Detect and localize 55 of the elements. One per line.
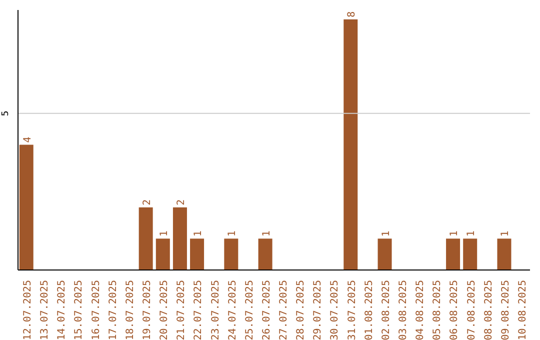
data-label: 1	[449, 230, 460, 237]
x-tick-label: 10.08.2025	[517, 280, 528, 340]
bar	[344, 19, 358, 270]
data-label: 8	[346, 11, 358, 18]
x-tick-label: 21.07.2025	[176, 280, 188, 340]
x-tick-label: 25.07.2025	[244, 280, 256, 340]
x-tick-label: 29.07.2025	[312, 280, 324, 340]
x-tick-label: 15.07.2025	[74, 280, 85, 340]
x-tick-label: 19.07.2025	[142, 280, 153, 340]
bar	[190, 238, 204, 270]
data-label: 2	[142, 199, 153, 206]
x-tick-label: 18.07.2025	[124, 280, 136, 340]
bar	[378, 238, 392, 270]
x-tick-label: 13.07.2025	[40, 280, 51, 340]
data-label: 1	[227, 230, 238, 237]
data-label: 1	[193, 230, 204, 237]
bar	[497, 238, 512, 270]
x-tick-label: 04.08.2025	[415, 280, 426, 340]
data-label: 4	[22, 136, 34, 143]
x-tick-label: 07.08.2025	[466, 280, 478, 340]
x-tick-label: 08.08.2025	[483, 280, 494, 340]
bar	[258, 238, 272, 270]
data-label: 1	[466, 230, 478, 237]
x-tick-label: 14.07.2025	[56, 280, 68, 340]
bar	[19, 144, 34, 270]
x-tick-label: 16.07.2025	[90, 280, 102, 340]
data-label: 1	[380, 230, 392, 237]
data-label: 1	[500, 230, 512, 237]
y-tick-label: 5	[1, 110, 11, 116]
bar	[463, 238, 478, 270]
x-tick-label: 09.08.2025	[500, 280, 512, 340]
x-tick-label: 02.08.2025	[380, 280, 392, 340]
x-tick-label: 23.07.2025	[210, 280, 222, 340]
x-tick-label: 26.07.2025	[261, 280, 272, 340]
x-tick-label: 03.08.2025	[398, 280, 409, 340]
x-tick-label: 24.07.2025	[227, 280, 238, 340]
bar	[138, 207, 153, 270]
data-label: 1	[158, 230, 170, 237]
bar	[172, 207, 187, 270]
x-tick-label: 30.07.2025	[330, 280, 341, 340]
x-tick-label: 22.07.2025	[193, 280, 204, 340]
x-tick-label: 05.08.2025	[432, 280, 444, 340]
x-tick-label: 20.07.2025	[159, 280, 170, 340]
x-tick-label: 17.07.2025	[108, 280, 119, 340]
x-tick-label: 12.07.2025	[22, 280, 34, 340]
bar	[224, 238, 238, 270]
data-label: 1	[261, 230, 272, 237]
data-label: 2	[176, 199, 187, 206]
bar	[156, 238, 170, 270]
x-tick-label: 28.07.2025	[296, 280, 307, 340]
x-tick-label: 01.08.2025	[364, 280, 375, 340]
x-tick-label: 31.07.2025	[346, 280, 358, 340]
x-tick-label: 06.08.2025	[449, 280, 460, 340]
x-tick-label: 27.07.2025	[278, 280, 290, 340]
bar	[446, 238, 460, 270]
